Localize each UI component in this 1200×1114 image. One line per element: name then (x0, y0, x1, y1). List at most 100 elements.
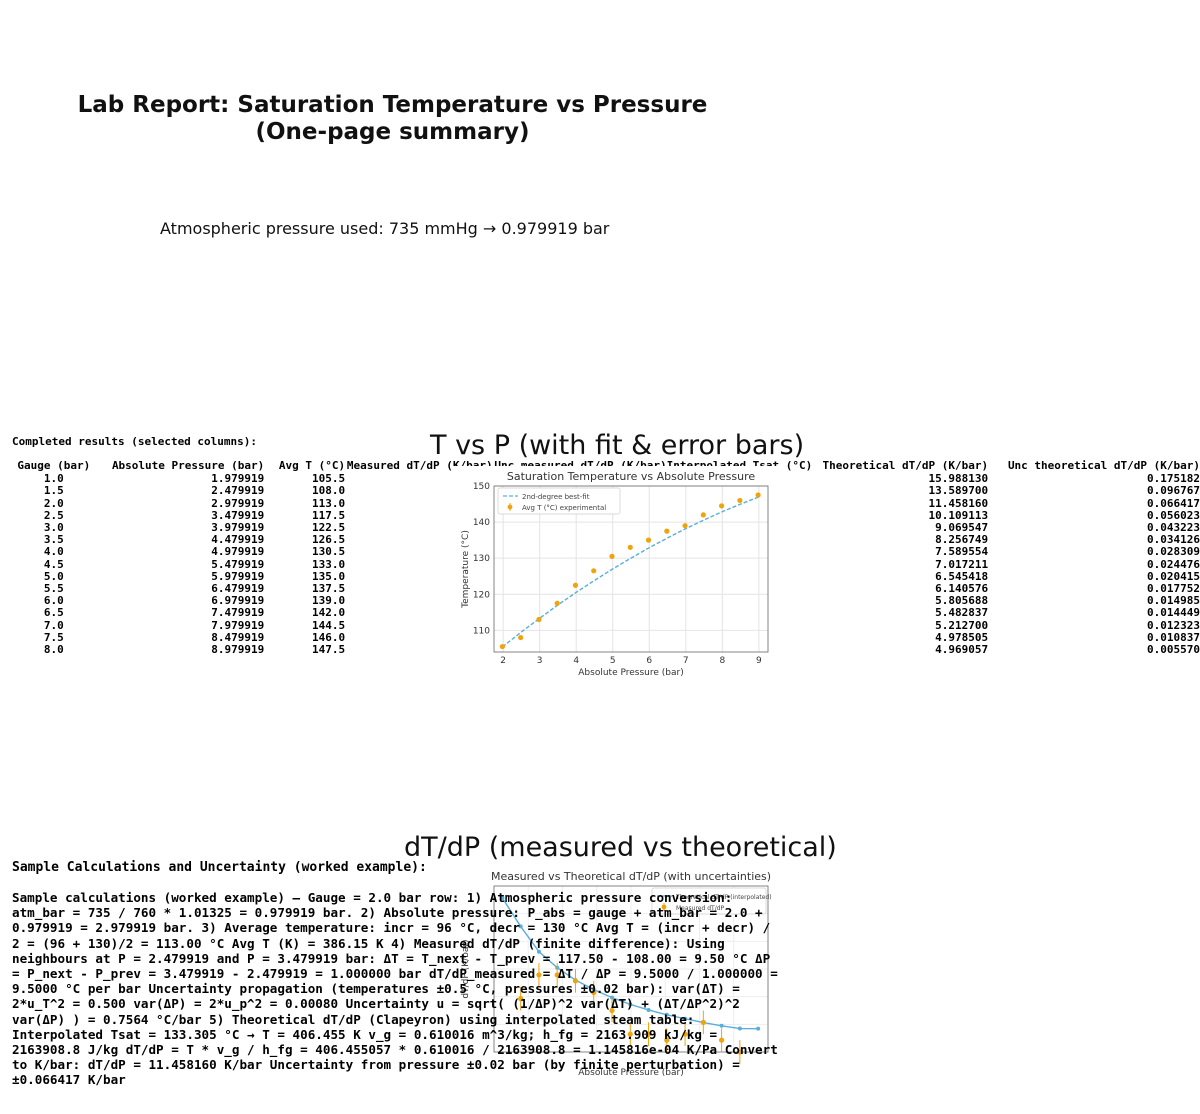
table-row: 7.5 8.479919 146.0 4.978505 0.010837 (12, 630, 1200, 644)
data-point (536, 972, 542, 978)
table-row: 5.5 6.479919 137.5 6.140576 0.017752 (12, 582, 1200, 596)
data-point (499, 643, 505, 650)
table-cell: 122.5 (312, 521, 346, 535)
table-cell: 139.0 (312, 594, 346, 608)
table-cell: 142.0 (312, 606, 346, 620)
data-point (518, 996, 524, 1002)
y-tick-label: 150 (473, 482, 490, 492)
x-tick-label: 8 (719, 656, 725, 666)
table-cell: 0.024476 (1147, 557, 1200, 571)
data-point (645, 1031, 652, 1037)
legend-swatch-point (661, 904, 667, 910)
data-point (572, 978, 579, 984)
report-title: Lab Report: Saturation Temperature vs Pr… (40, 92, 745, 146)
table-cell: 4.969057 (935, 643, 989, 657)
table-cell: 5.0 (43, 569, 64, 583)
data-point (609, 1007, 615, 1014)
table-cell: 126.5 (312, 533, 346, 547)
data-point (682, 523, 688, 529)
table-cell: 0.066417 (1147, 496, 1200, 510)
table-cell: 8.479919 (211, 630, 265, 644)
table-row: 2.5 3.479919 117.5 10.109113 0.056023 (12, 508, 1200, 522)
table-row: 5.0 5.979919 135.0 6.545418 0.020415 (12, 569, 1200, 583)
table-row: 4.5 5.479919 133.0 7.017211 0.024476 (12, 557, 1200, 571)
data-point (536, 616, 542, 623)
table-cell: 11.458160 (928, 496, 989, 510)
col-header-gauge: Gauge (bar) (17, 459, 91, 472)
table-cell: 144.5 (312, 618, 346, 632)
table-cell: 5.479919 (211, 557, 265, 571)
chart2-figure: Measured vs Theoretical dT/dP (with unce… (452, 866, 782, 1080)
data-point (664, 528, 670, 534)
data-point (572, 582, 579, 588)
table-cell: 0.028309 (1147, 545, 1200, 559)
table-cell: 2.979919 (211, 496, 265, 510)
line-point (664, 1012, 669, 1017)
sample-calculations-text: Sample calculations (worked example) — G… (12, 890, 778, 1088)
results-table: Gauge (bar) Absolute Pressure (bar) Avg … (12, 459, 1200, 657)
chart-title: Measured vs Theoretical dT/dP (with unce… (491, 870, 771, 883)
legend-label: Avg T (°C) experimental (522, 504, 606, 512)
series-line (501, 496, 759, 648)
x-tick-label: 9 (756, 656, 762, 666)
y-tick-label: 130 (473, 554, 490, 564)
table-cell: 0.056023 (1147, 508, 1200, 522)
table-cell: 15.988130 (928, 472, 989, 486)
results-body: 1.0 1.979919 105.5 15.988130 0.175182 1.5 2.47… (12, 472, 1200, 657)
table-cell: 0.043223 (1147, 521, 1200, 535)
data-point (737, 1049, 743, 1055)
table-cell: 130.5 (312, 545, 346, 559)
table-cell: 2.479919 (211, 484, 265, 498)
table-cell: 0.017752 (1147, 582, 1200, 596)
table-row: 2.0 2.979919 113.0 11.458160 0.066417 (12, 496, 1200, 510)
table-cell: 133.0 (312, 557, 346, 571)
x-axis-label: Absolute Pressure (bar) (578, 1068, 683, 1078)
y-tick-label: 110 (473, 626, 490, 636)
x-tick-label: 7 (683, 656, 689, 666)
line-point (719, 1023, 724, 1028)
table-cell: 137.5 (312, 582, 346, 596)
data-point (554, 600, 560, 606)
table-cell: 5.5 (43, 582, 64, 596)
table-cell: 6.140576 (935, 582, 989, 596)
chart1-svg: Saturation Temperature vs Absolute Press… (461, 470, 769, 678)
table-cell: 8.979919 (211, 643, 265, 657)
data-point (755, 492, 761, 498)
table-cell: 146.0 (312, 630, 346, 644)
table-cell: 0.014985 (1147, 594, 1200, 608)
table-row: 1.0 1.979919 105.5 15.988130 0.175182 (12, 472, 1200, 486)
col-header-theoretical-dtdp: Theoretical dT/dP (K/bar) (822, 459, 989, 472)
table-cell: 1.0 (43, 472, 64, 486)
data-point (682, 1031, 688, 1037)
report-title-line1: Lab Report: Saturation Temperature vs Pr… (77, 92, 708, 118)
table-cell: 10.109113 (928, 508, 989, 522)
table-cell: 117.5 (312, 508, 346, 522)
data-point (718, 1037, 725, 1043)
table-cell: 1.979919 (211, 472, 265, 486)
y-tick-label: 120 (473, 590, 490, 600)
chart2-heading: dT/dP (measured vs theoretical) (404, 832, 837, 863)
table-cell: 4.978505 (935, 630, 989, 644)
col-header-unc-theoretical: Unc theoretical dT/dP (K/bar) (1007, 459, 1200, 472)
x-axis-label: Absolute Pressure (bar) (578, 668, 683, 678)
table-cell: 7.5 (43, 630, 64, 644)
table-cell: 108.0 (312, 484, 346, 498)
plot-frame (493, 485, 769, 653)
line-point (609, 995, 614, 1000)
table-cell: 4.0 (43, 545, 64, 559)
table-cell: 9.069547 (935, 521, 989, 535)
table-cell: 7.0 (43, 618, 64, 632)
table-cell: 5.979919 (211, 569, 265, 583)
chart1-heading: T vs P (with fit & error bars) (430, 430, 805, 461)
table-cell: 135.0 (312, 569, 346, 583)
line-point (628, 1002, 633, 1007)
line-point (646, 1007, 651, 1012)
data-point (591, 568, 597, 574)
table-cell: 7.479919 (211, 606, 265, 620)
table-cell: 0.005570 (1147, 643, 1200, 657)
table-cell: 3.979919 (211, 521, 265, 535)
table-cell: 6.5 (43, 606, 64, 620)
table-cell: 8.256749 (935, 533, 989, 547)
y-tick-label: 140 (473, 518, 490, 528)
data-point (627, 544, 633, 550)
